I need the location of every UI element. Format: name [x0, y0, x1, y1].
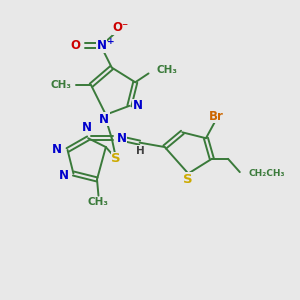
- Text: CH₃: CH₃: [88, 197, 109, 207]
- Text: +: +: [107, 38, 114, 46]
- Text: CH₃: CH₃: [157, 65, 178, 75]
- Text: S: S: [184, 173, 193, 186]
- Text: O⁻: O⁻: [112, 21, 129, 34]
- Text: N: N: [59, 169, 69, 182]
- Text: N: N: [133, 99, 143, 112]
- Text: O: O: [70, 39, 80, 52]
- Text: N: N: [82, 121, 92, 134]
- Text: N: N: [52, 143, 62, 157]
- Text: CH₂CH₃: CH₂CH₃: [249, 169, 285, 178]
- Text: N: N: [117, 132, 127, 145]
- Text: N: N: [96, 39, 106, 52]
- Text: N: N: [99, 112, 110, 126]
- Text: H: H: [136, 146, 145, 156]
- Text: Br: Br: [209, 110, 224, 123]
- Text: S: S: [111, 152, 121, 165]
- Text: CH₃: CH₃: [51, 80, 72, 90]
